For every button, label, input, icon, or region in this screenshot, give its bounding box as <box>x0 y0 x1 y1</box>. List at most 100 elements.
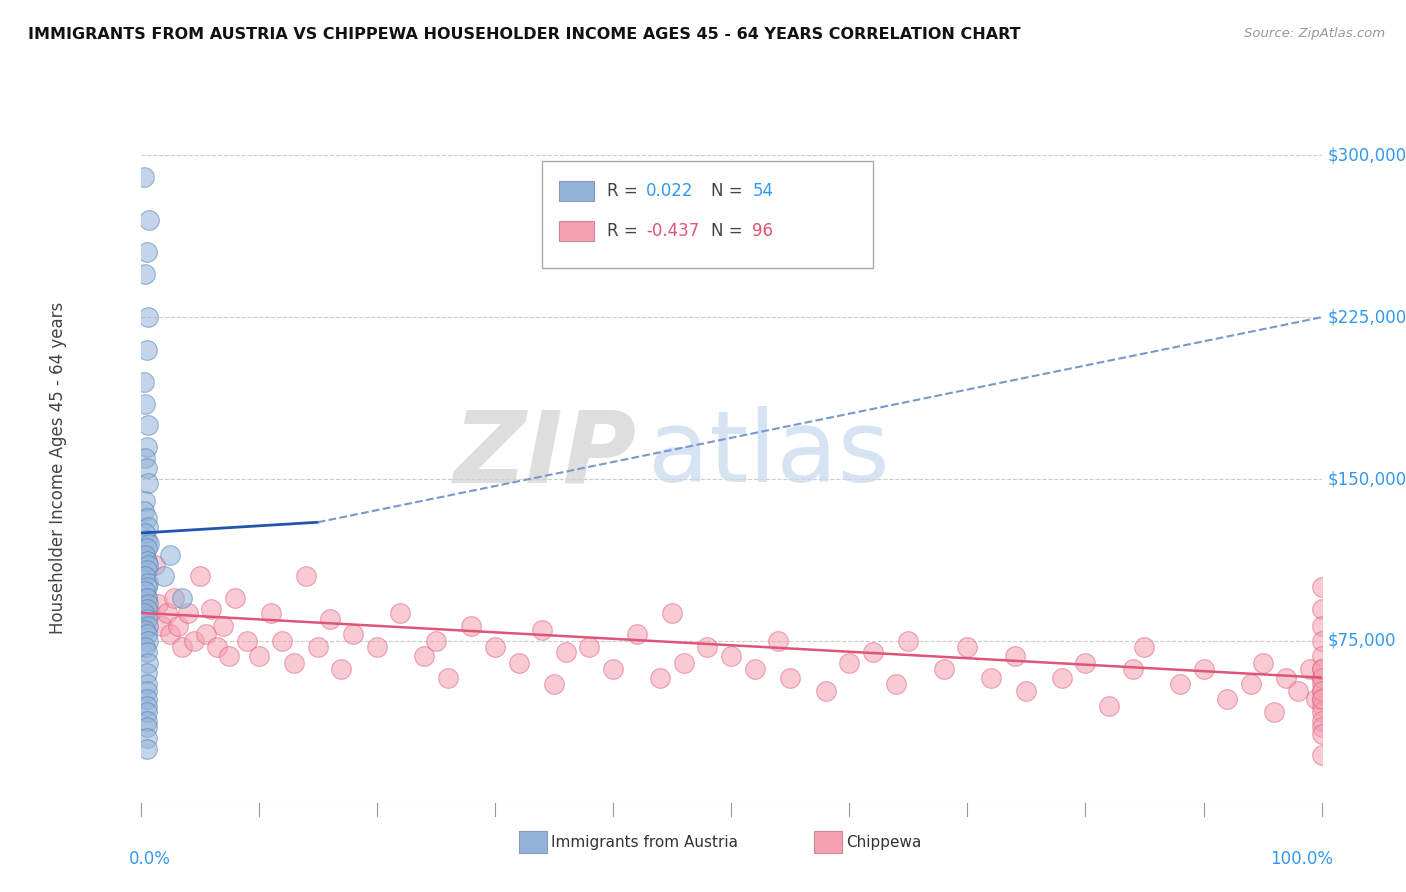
Point <box>135 698 157 713</box>
Point <box>1310 634 1333 648</box>
Point <box>862 645 884 659</box>
Point <box>1015 683 1038 698</box>
Point <box>1286 683 1309 698</box>
Point <box>650 671 672 685</box>
Point <box>1310 748 1333 763</box>
Point <box>460 619 482 633</box>
Point <box>661 606 683 620</box>
Point <box>932 662 955 676</box>
Point <box>389 606 412 620</box>
Point <box>1098 698 1121 713</box>
Point <box>134 548 156 562</box>
Text: Immigrants from Austria: Immigrants from Austria <box>551 835 738 849</box>
Point <box>696 640 718 655</box>
Point <box>1310 727 1333 741</box>
Point <box>134 504 156 518</box>
Point <box>135 692 157 706</box>
Point <box>1310 720 1333 734</box>
Point <box>135 541 157 556</box>
Point <box>1050 671 1073 685</box>
Point <box>143 558 166 573</box>
Point <box>307 640 329 655</box>
Point <box>271 634 294 648</box>
Point <box>626 627 648 641</box>
Text: -0.437: -0.437 <box>647 222 699 240</box>
Point <box>1263 705 1285 719</box>
Text: $75,000: $75,000 <box>1327 632 1396 650</box>
Text: $150,000: $150,000 <box>1327 470 1406 488</box>
FancyBboxPatch shape <box>558 221 595 241</box>
Point <box>136 418 159 433</box>
Point <box>283 656 305 670</box>
Point <box>484 640 506 655</box>
Point <box>1310 580 1333 594</box>
Text: N =: N = <box>711 222 748 240</box>
Point <box>1310 683 1333 698</box>
Point <box>1192 662 1215 676</box>
Point <box>1310 601 1333 615</box>
Point <box>134 569 156 583</box>
Point <box>134 396 156 410</box>
Point <box>135 612 157 626</box>
Point <box>134 375 156 389</box>
Point <box>602 662 624 676</box>
Point <box>136 476 159 491</box>
Point <box>135 645 157 659</box>
Point <box>318 612 340 626</box>
Point <box>183 634 205 648</box>
Point <box>177 606 200 620</box>
Point <box>578 640 600 655</box>
Point <box>436 671 458 685</box>
Point <box>768 634 790 648</box>
Point <box>1310 705 1333 719</box>
Point <box>1168 677 1191 691</box>
Point <box>330 662 353 676</box>
Text: $300,000: $300,000 <box>1327 146 1406 164</box>
Point <box>136 310 159 325</box>
Point <box>138 537 160 551</box>
Text: $225,000: $225,000 <box>1327 309 1406 326</box>
Point <box>1310 692 1333 706</box>
Point <box>744 662 766 676</box>
Point <box>135 677 157 691</box>
Point <box>153 569 176 583</box>
Text: Householder Income Ages 45 - 64 years: Householder Income Ages 45 - 64 years <box>49 302 67 634</box>
Point <box>135 533 157 547</box>
Point <box>1310 714 1333 728</box>
Point <box>1310 648 1333 663</box>
Point <box>135 627 157 641</box>
Point <box>1310 662 1333 676</box>
Point <box>366 640 388 655</box>
Point <box>1310 692 1333 706</box>
Point <box>136 575 159 590</box>
Point <box>134 450 156 465</box>
Point <box>170 640 193 655</box>
Point <box>413 648 436 663</box>
Point <box>136 558 159 573</box>
Point <box>134 267 156 281</box>
Point <box>1299 662 1322 676</box>
Point <box>342 627 364 641</box>
Text: 96: 96 <box>752 222 773 240</box>
Point <box>134 584 156 599</box>
Text: 54: 54 <box>752 182 773 200</box>
Text: N =: N = <box>711 182 748 200</box>
Point <box>135 591 157 605</box>
Point <box>135 554 157 568</box>
Point <box>543 677 565 691</box>
Point <box>135 440 157 454</box>
Point <box>1251 656 1274 670</box>
Point <box>136 619 159 633</box>
Point <box>138 213 160 227</box>
Point <box>980 671 1002 685</box>
Point <box>508 656 530 670</box>
Point <box>163 591 186 605</box>
Text: atlas: atlas <box>648 407 890 503</box>
Point <box>295 569 318 583</box>
Point <box>1310 619 1333 633</box>
Point <box>814 683 837 698</box>
Text: 0.022: 0.022 <box>647 182 693 200</box>
Point <box>167 619 190 633</box>
Point <box>148 597 170 611</box>
Text: 100.0%: 100.0% <box>1271 849 1333 868</box>
